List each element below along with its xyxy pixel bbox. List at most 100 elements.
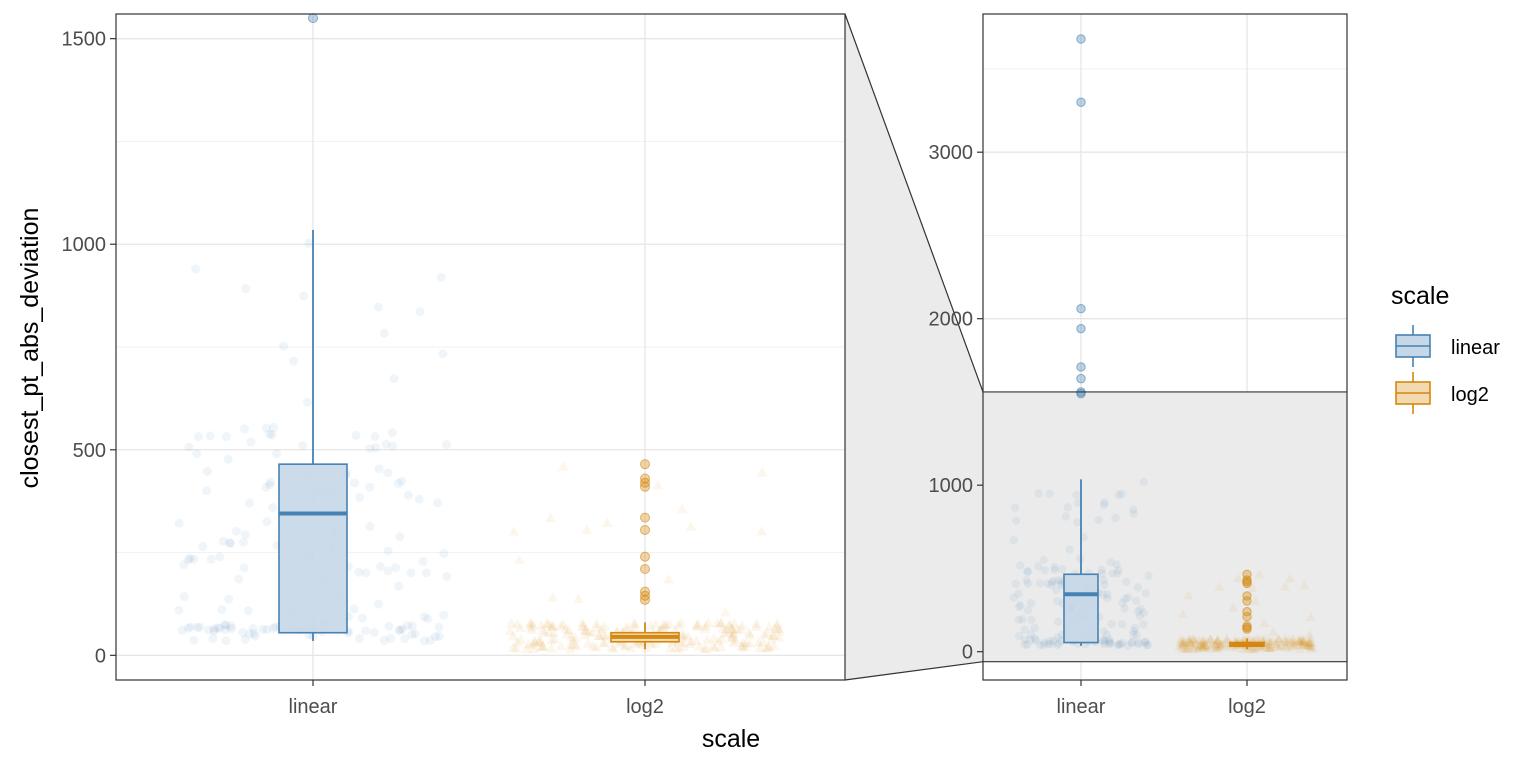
main-jitter-point-linear <box>174 518 184 528</box>
zoom-jitter-point-linear <box>1122 577 1131 587</box>
main-jitter-point-log2 <box>682 630 694 641</box>
zoom-jitter-point-log2 <box>1303 636 1314 646</box>
main-jitter-point-log2 <box>670 624 681 635</box>
x-axis-title: scale <box>702 725 760 753</box>
zoom-jitter-point-linear <box>1009 536 1018 545</box>
zoom-jitter-point-log2 <box>1213 641 1224 651</box>
main-y-tick-label: 0 <box>95 645 106 667</box>
main-jitter-point-log2 <box>593 630 604 640</box>
zoom-jitter-point-log2 <box>1198 637 1209 647</box>
zoom-jitter-point-log2 <box>1280 636 1291 646</box>
zoom-jitter-point-log2 <box>1187 640 1198 650</box>
main-jitter-point-linear <box>240 424 250 434</box>
zoom-jitter-point-log2 <box>1193 638 1204 648</box>
main-jitter-point-log2 <box>548 627 560 638</box>
zoom-jitter-point-linear <box>1034 562 1043 571</box>
zoom-jitter-point-linear <box>1132 631 1142 640</box>
zoom-jitter-point-log2 <box>1285 573 1296 583</box>
main-jitter-point-log2 <box>728 617 740 628</box>
main-jitter-point-log2 <box>650 618 661 629</box>
zoom-jitter-point-log2 <box>1211 637 1222 647</box>
zoom-outlier-log2 <box>1242 607 1252 617</box>
zoom-jitter-point-log2 <box>1259 617 1270 627</box>
main-jitter-point-linear <box>383 468 393 478</box>
main-jitter-point-log2 <box>685 521 697 531</box>
zoom-connector <box>844 13 984 681</box>
main-jitter-point-linear <box>261 482 271 492</box>
zoom-jitter-point-log2 <box>1196 639 1207 649</box>
main-jitter-point-linear <box>246 437 256 447</box>
main-jitter-point-log2 <box>670 642 681 652</box>
zoom-jitter-point-linear <box>1043 579 1052 588</box>
zoom-jitter-point-log2 <box>1298 637 1309 647</box>
zoom-jitter-point-linear <box>1050 576 1059 586</box>
zoom-jitter-point-log2 <box>1273 633 1284 643</box>
zoom-jitter-point-linear <box>1020 640 1029 650</box>
zoom-jitter-point-linear <box>1142 640 1151 650</box>
main-x-tick-label: linear <box>289 696 338 718</box>
main-jitter-point-log2 <box>673 643 685 654</box>
main-outlier-log2 <box>640 459 650 470</box>
main-jitter-point-linear <box>220 620 230 630</box>
zoom-jitter-point-log2 <box>1287 641 1298 651</box>
zoom-iqr-box-linear <box>1063 573 1099 644</box>
main-jitter-point-linear <box>279 341 289 351</box>
zoom-jitter-point-log2 <box>1187 634 1198 644</box>
main-jitter-point-log2 <box>720 624 732 634</box>
main-jitter-point-log2 <box>774 625 786 636</box>
zoom-jitter-point-log2 <box>1214 581 1225 591</box>
zoom-jitter-point-log2 <box>1294 636 1305 646</box>
main-jitter-point-linear <box>215 623 225 633</box>
main-jitter-point-linear <box>433 498 443 508</box>
zoom-jitter-point-log2 <box>1177 639 1188 649</box>
main-jitter-point-log2 <box>578 621 590 631</box>
main-jitter-point-linear <box>355 633 365 643</box>
main-jitter-point-linear <box>357 613 367 623</box>
zoom-jitter-point-log2 <box>1266 642 1277 652</box>
legend-item-log2: log2 <box>1395 372 1489 414</box>
main-jitter-point-log2 <box>535 641 547 652</box>
main-jitter-point-linear <box>183 623 193 633</box>
main-jitter-point-log2 <box>564 643 576 654</box>
main-jitter-point-log2 <box>660 618 672 629</box>
main-jitter-point-log2 <box>579 629 591 640</box>
main-jitter-point-linear <box>395 625 405 635</box>
main-jitter-point-log2 <box>541 618 553 628</box>
main-jitter-point-log2 <box>685 636 697 646</box>
zoom-jitter-point-linear <box>1049 636 1058 646</box>
zoom-jitter-point-linear <box>1112 560 1121 569</box>
main-jitter-point-linear <box>249 629 259 639</box>
zoom-jitter-point-log2 <box>1307 638 1318 648</box>
zoom-jitter-point-linear <box>1011 516 1021 525</box>
main-jitter-point-log2 <box>716 617 727 628</box>
main-jitter-point-linear <box>302 397 312 407</box>
zoom-jitter-point-log2 <box>1283 637 1294 647</box>
zoom-jitter-point-linear <box>1010 503 1020 512</box>
main-panel-border <box>115 13 846 681</box>
zoom-jitter-point-log2 <box>1180 644 1191 654</box>
main-outlier-log2 <box>640 551 650 562</box>
zoom-jitter-point-linear <box>1100 580 1109 590</box>
main-jitter-point-log2 <box>566 631 577 641</box>
zoom-jitter-point-log2 <box>1294 638 1305 648</box>
main-jitter-point-linear <box>289 356 299 366</box>
zoom-jitter-point-log2 <box>1198 641 1209 651</box>
zoom-jitter-point-log2 <box>1175 634 1186 644</box>
zoom-jitter-point-linear <box>1014 615 1024 625</box>
zoom-jitter-point-log2 <box>1302 641 1313 651</box>
zoom-connector-top-line <box>844 13 984 393</box>
zoom-jitter-point-log2 <box>1260 633 1271 643</box>
main-jitter-point-log2 <box>727 629 739 639</box>
main-jitter-point-log2 <box>715 617 726 628</box>
zoom-jitter-point-linear <box>1016 600 1025 610</box>
zoom-jitter-point-log2 <box>1184 634 1195 644</box>
main-jitter-point-log2 <box>765 633 777 644</box>
main-jitter-point-log2 <box>726 632 737 643</box>
zoom-jitter-point-log2 <box>1280 637 1291 647</box>
main-jitter-point-linear <box>218 536 228 546</box>
main-jitter-point-log2 <box>756 525 767 536</box>
zoom-jitter-point-log2 <box>1302 637 1313 647</box>
zoom-jitter-point-linear <box>1112 569 1122 578</box>
zoom-jitter-point-log2 <box>1305 633 1316 643</box>
